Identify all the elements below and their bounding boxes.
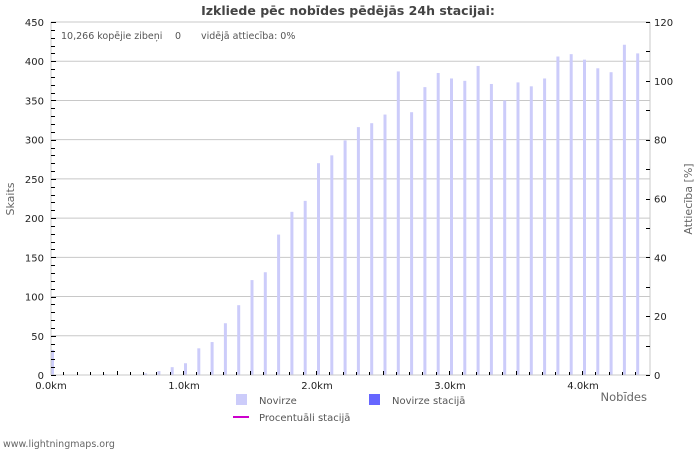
bar-novirze (476, 65, 480, 375)
bar-novirze (303, 200, 307, 375)
y-tick-label: 200 (25, 214, 44, 225)
bar-novirze (317, 163, 320, 375)
bar-novirze (556, 56, 560, 375)
legend-item-novirze-stacija: Novirze stacijā (369, 394, 465, 407)
legend-label: Novirze (259, 396, 297, 407)
legend-item-procentuali-stacija: Procentuāli stacijā (233, 413, 350, 424)
bar-novirze (410, 112, 414, 375)
y-axis-label: Skaits (4, 182, 17, 215)
bar-novirze (144, 373, 148, 375)
x-axis-label: Nobīdes (601, 390, 648, 404)
y2-tick-label: 80 (654, 136, 667, 147)
bar-novirze (543, 78, 547, 375)
legend-label: Novirze stacijā (392, 396, 465, 407)
bar-novirze (343, 140, 347, 375)
bar-novirze (596, 68, 600, 375)
total-strikes-label: 10,266 kopējie zibeņi (61, 31, 162, 42)
y-tick-label: 250 (25, 175, 44, 186)
bar-novirze (529, 86, 533, 375)
bar-novirze (356, 127, 360, 375)
y-tick-label: 400 (25, 57, 44, 68)
y2-axis-label: Attiecība [%] (682, 163, 695, 234)
x-tick-label: 1.0km (168, 381, 199, 392)
bar-novirze (609, 72, 613, 376)
y-tick-label: 350 (25, 96, 44, 107)
bar-novirze (170, 367, 174, 375)
bar-novirze (583, 59, 586, 376)
footer-attribution: www.lightningmaps.org (3, 439, 115, 450)
axes: 0 50 100 150 200 250 300 350 400 450 0 20 40 60 80 100 1… (25, 18, 673, 392)
bar-novirze (636, 53, 640, 375)
x-tick-label: 2.0km (301, 381, 332, 392)
bar-novirze (436, 72, 440, 375)
bar-novirze (157, 371, 161, 375)
bar-novirze (277, 234, 281, 375)
y2-tick-label: 100 (654, 77, 673, 88)
bar-novirze (330, 155, 334, 375)
average-ratio-label: vidējā attiecība: 0% (201, 31, 295, 42)
bar-novirze (237, 305, 241, 375)
y2-tick-label: 20 (654, 312, 667, 323)
bar-novirze (489, 83, 493, 376)
gridlines (51, 21, 650, 337)
legend-swatch (369, 394, 380, 405)
y-tick-label: 450 (25, 18, 44, 29)
station-count-label: 0 (175, 31, 181, 42)
bar-novirze (210, 342, 214, 375)
legend-swatch (236, 394, 247, 405)
bar-novirze (383, 114, 387, 375)
y2-tick-label: 40 (654, 253, 667, 264)
bar-novirze (423, 87, 427, 375)
legend-label: Procentuāli stacijā (259, 413, 350, 424)
bar-novirze (622, 44, 626, 375)
bar-novirze (223, 323, 227, 375)
bar-novirze (569, 54, 573, 375)
legend: Novirze Novirze stacijā Procentuāli stac… (233, 394, 465, 424)
y2-tick-label: 0 (654, 371, 660, 382)
bar-novirze (290, 211, 294, 375)
y2-tick-label: 120 (654, 18, 673, 29)
bar-novirze (503, 100, 507, 375)
bar-novirze (250, 280, 254, 375)
y-tick-label: 100 (25, 293, 44, 304)
bar-novirze (450, 78, 453, 375)
x-tick-label: 3.0km (434, 381, 465, 392)
y-tick-label: 300 (25, 136, 44, 147)
bar-novirze (516, 82, 520, 375)
chart-title: Izkliede pēc nobīdes pēdējās 24h stacija… (201, 3, 495, 18)
y-tick-label: 0 (38, 371, 44, 382)
y2-tick-label: 60 (654, 195, 667, 206)
x-tick-label: 0.0km (35, 381, 66, 392)
bar-novirze (370, 123, 374, 376)
bar-novirze (396, 71, 400, 376)
bar-novirze (184, 363, 187, 375)
y-tick-label: 50 (31, 332, 44, 343)
bar-novirze (51, 349, 54, 375)
bars (51, 44, 640, 376)
x-tick-label: 4.0km (567, 381, 598, 392)
y-tick-label: 150 (25, 253, 44, 264)
legend-item-novirze: Novirze (236, 394, 297, 407)
bar-novirze (463, 80, 467, 375)
bar-novirze (263, 272, 267, 375)
bar-novirze (197, 348, 201, 375)
